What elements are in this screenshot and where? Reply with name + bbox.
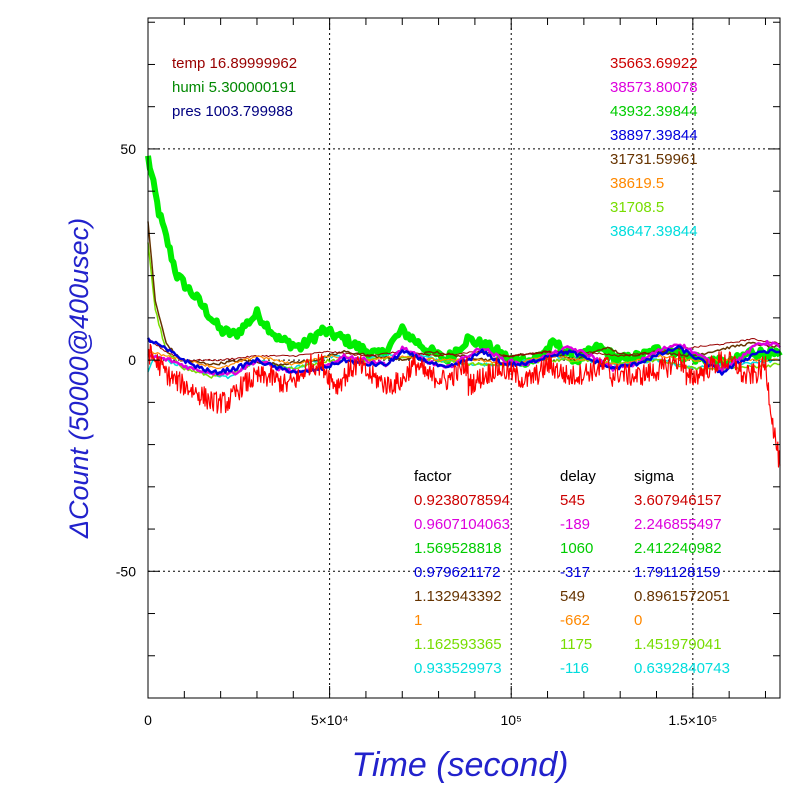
y-axis-label: ΔCount (50000@400usec): [64, 218, 94, 539]
series-mean-4: 38897.39844: [610, 127, 698, 144]
env-label-temp: temp 16.89999962: [172, 55, 297, 72]
series-mean-3: 43932.39844: [610, 103, 698, 120]
series-layer: [145, 155, 783, 468]
series-line-1: [145, 155, 783, 370]
x-tick-label: 10⁵: [501, 712, 522, 728]
table-cell-delay: -116: [560, 660, 589, 677]
x-tick-label: 0: [144, 712, 152, 728]
series-mean-6: 38619.5: [610, 175, 664, 192]
table-cell-sigma: 0.8961572051: [634, 588, 730, 605]
series-line-9: [147, 343, 781, 468]
env-label-humi: humi 5.300000191: [172, 79, 296, 96]
x-tick-label: 5×10⁴: [311, 712, 349, 728]
plot-frame: [147, 17, 781, 699]
tick-labels: 0 5×10⁴ 10⁵ 1.5×10⁵ 50 0 -50: [116, 141, 718, 728]
table-cell-sigma: 1.451979041: [634, 636, 722, 653]
table-cell-delay: -662: [560, 612, 590, 629]
table-cell-factor: 0.979621172: [414, 564, 500, 581]
series-mean-8: 38647.39844: [610, 223, 698, 240]
table-header-factor: factor: [414, 468, 452, 485]
x-axis-label: Time (second): [352, 746, 569, 784]
table-cell-delay: 1175: [560, 636, 592, 653]
y-tick-label: 50: [120, 141, 136, 157]
params-table: factor delay sigma 0.9238078594 545 3.6079…: [414, 468, 730, 677]
table-cell-factor: 1.132943392: [414, 588, 502, 605]
table-rows: 0.9238078594 545 3.607946157 0.9607104063 -1…: [414, 492, 730, 677]
axis-ticks: [148, 18, 780, 699]
table-cell-factor: 0.9607104063: [414, 516, 510, 533]
env-label-pres: pres 1003.799988: [172, 103, 293, 120]
y-tick-label: -50: [116, 563, 136, 579]
table-cell-factor: 1: [414, 612, 422, 629]
series-mean-7: 31708.5: [610, 199, 664, 216]
series-mean-5: 31731.59961: [610, 151, 698, 168]
table-cell-sigma: 2.412240982: [634, 540, 722, 557]
table-cell-delay: -189: [560, 516, 590, 533]
table-cell-sigma: 0.6392840743: [634, 660, 730, 677]
table-cell-delay: 545: [560, 492, 585, 509]
series-means: 35663.69922 38573.80078 43932.39844 3889…: [610, 55, 698, 240]
table-cell-factor: 0.933529973: [414, 660, 502, 677]
x-tick-label: 1.5×10⁵: [668, 712, 717, 728]
table-cell-delay: 549: [560, 588, 585, 605]
table-cell-factor: 1.569528818: [414, 540, 502, 557]
y-tick-label: 0: [128, 352, 136, 368]
table-cell-delay: 1060: [560, 540, 593, 557]
table-cell-sigma: 2.246855497: [634, 516, 722, 533]
series-line-7: [147, 339, 781, 376]
table-cell-sigma: 3.607946157: [634, 492, 722, 509]
table-cell-factor: 0.9238078594: [414, 492, 510, 509]
table-cell-delay: -317: [560, 564, 590, 581]
env-labels: temp 16.89999962 humi 5.300000191 pres 1…: [172, 55, 297, 120]
series-mean-2: 38573.80078: [610, 79, 698, 96]
table-header-sigma: sigma: [634, 468, 675, 485]
series-mean-1: 35663.69922: [610, 55, 698, 72]
table-cell-sigma: 1.791128159: [634, 564, 720, 581]
table-cell-factor: 1.162593365: [414, 636, 502, 653]
table-header-delay: delay: [560, 468, 596, 485]
table-cell-sigma: 0: [634, 612, 642, 629]
